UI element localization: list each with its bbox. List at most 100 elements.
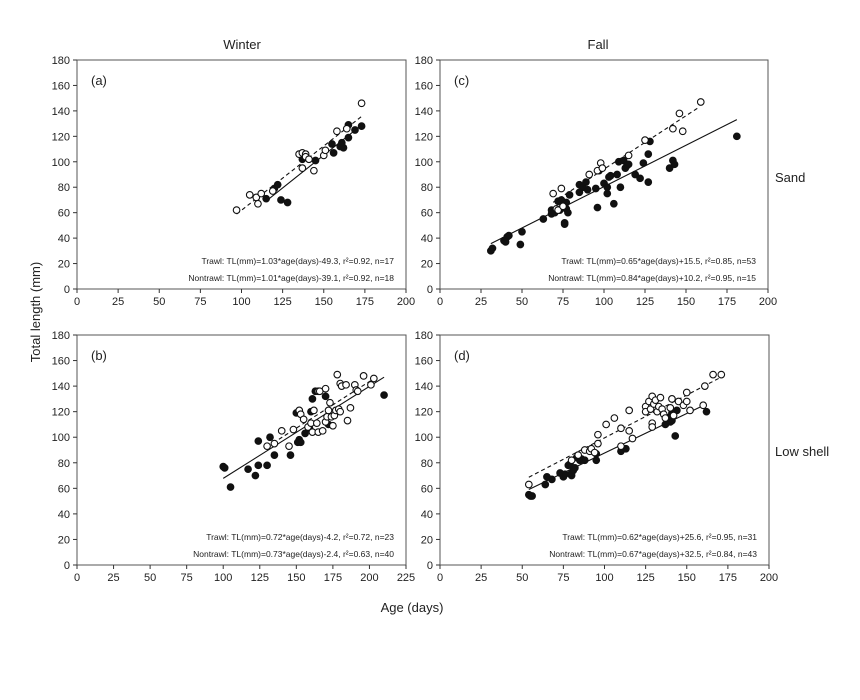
data-point xyxy=(625,426,634,435)
x-tick-label: 75 xyxy=(557,296,569,308)
data-point xyxy=(266,433,274,442)
data-point xyxy=(310,406,318,415)
data-point xyxy=(329,421,337,430)
regression-equation: Trawl: TL(mm)=0.72*age(days)-4.2, r²=0.7… xyxy=(206,532,394,542)
y-tick-label: 60 xyxy=(58,483,70,495)
data-point xyxy=(717,370,726,379)
data-point xyxy=(299,415,308,424)
data-point xyxy=(528,492,536,500)
data-point xyxy=(668,395,676,403)
regression-equation: Trawl: TL(mm)=0.62*age(days)+25.6, r²=0.… xyxy=(562,532,757,542)
regression-equation: Nontrawl: TL(mm)=0.67*age(days)+32.5, r²… xyxy=(549,549,757,559)
y-tick-label: 60 xyxy=(421,208,433,220)
data-point xyxy=(321,392,330,401)
y-axis-label: Total length (mm) xyxy=(28,262,43,362)
y-tick-label: 60 xyxy=(421,483,433,495)
data-point xyxy=(594,439,602,448)
data-point xyxy=(574,451,583,459)
data-point xyxy=(336,407,345,416)
x-tick-label: 75 xyxy=(194,296,206,308)
data-point xyxy=(380,391,388,399)
data-point xyxy=(254,199,262,208)
data-point xyxy=(554,206,562,214)
row-title-sand: Sand xyxy=(775,170,805,185)
series-nontrawl xyxy=(524,370,726,489)
x-tick-label: 150 xyxy=(315,296,333,308)
data-point xyxy=(270,439,279,448)
data-point xyxy=(669,411,678,420)
data-point xyxy=(628,434,637,443)
data-point xyxy=(232,206,241,214)
data-point xyxy=(226,483,235,491)
y-tick-label: 140 xyxy=(415,381,433,393)
data-point xyxy=(617,424,625,433)
y-tick-label: 40 xyxy=(421,233,433,245)
data-point xyxy=(682,388,691,397)
data-point xyxy=(678,127,687,136)
data-point xyxy=(613,170,621,179)
y-tick-label: 20 xyxy=(421,534,433,546)
panel-c: 0 25 50 75 100 125 150 175 200 0 20 40 60 80 100 120 140… xyxy=(415,55,778,308)
data-point xyxy=(571,464,579,472)
y-tick-label: 140 xyxy=(52,381,70,393)
x-tick-label: 25 xyxy=(112,296,124,308)
data-point xyxy=(641,136,649,144)
y-tick-label: 100 xyxy=(415,432,433,444)
data-point xyxy=(329,149,338,157)
regression-equation: Trawl: TL(mm)=1.03*age(days)-49.3, r²=0.… xyxy=(201,256,394,266)
data-point xyxy=(369,374,378,383)
y-tick-label: 120 xyxy=(415,407,433,419)
data-point xyxy=(674,397,683,406)
data-point xyxy=(262,194,271,203)
data-point xyxy=(582,178,590,186)
y-tick-label: 100 xyxy=(52,157,70,169)
data-point xyxy=(326,398,334,407)
data-point xyxy=(592,456,601,465)
data-point xyxy=(670,160,679,169)
data-point xyxy=(351,126,359,134)
fit-line-nontrawl xyxy=(236,116,362,215)
panel-a: 0 25 50 75 100 125 150 175 200 0 20 40 60 80 100 120 140… xyxy=(52,55,416,308)
data-point xyxy=(333,370,342,379)
y-tick-label: 80 xyxy=(58,458,70,470)
column-title-winter: Winter xyxy=(223,37,261,52)
regression-equation: Nontrawl: TL(mm)=0.73*age(days)-2.4, r²=… xyxy=(193,549,394,559)
data-point xyxy=(590,448,599,457)
data-point xyxy=(270,451,279,459)
panel-label: (b) xyxy=(91,348,107,363)
x-tick-label: 0 xyxy=(437,572,443,584)
regression-equation: Trawl: TL(mm)=0.65*age(days)+15.5, r²=0.… xyxy=(561,256,756,266)
data-point xyxy=(333,127,341,136)
x-tick-label: 125 xyxy=(251,572,269,584)
panel-d: 0 25 50 75 100 125 150 175 200 0 20 40 60 80 100 120 140… xyxy=(415,330,779,584)
data-point xyxy=(610,414,619,422)
x-tick-label: 175 xyxy=(718,296,736,308)
panel-label: (d) xyxy=(454,348,470,363)
plot-frame xyxy=(439,59,769,290)
data-point xyxy=(245,191,254,199)
y-tick-label: 180 xyxy=(415,55,433,67)
panel-label: (c) xyxy=(454,73,469,88)
data-point xyxy=(286,451,295,459)
data-point xyxy=(342,380,350,389)
y-tick-label: 0 xyxy=(64,560,70,572)
data-point xyxy=(305,155,313,164)
data-point xyxy=(312,419,321,428)
data-point xyxy=(321,146,330,155)
x-tick-label: 150 xyxy=(677,296,695,308)
x-axis-label: Age (days) xyxy=(381,600,444,615)
x-tick-label: 200 xyxy=(759,296,777,308)
data-point xyxy=(254,461,263,470)
data-point xyxy=(732,132,741,141)
data-point xyxy=(593,203,602,212)
data-point xyxy=(631,170,640,179)
data-point xyxy=(700,382,709,390)
x-tick-label: 150 xyxy=(287,572,305,584)
column-title-fall: Fall xyxy=(588,37,609,52)
data-point xyxy=(344,133,353,142)
data-point xyxy=(346,403,355,412)
series-trawl xyxy=(219,376,388,491)
data-point xyxy=(603,183,612,192)
x-tick-label: 25 xyxy=(475,572,487,584)
